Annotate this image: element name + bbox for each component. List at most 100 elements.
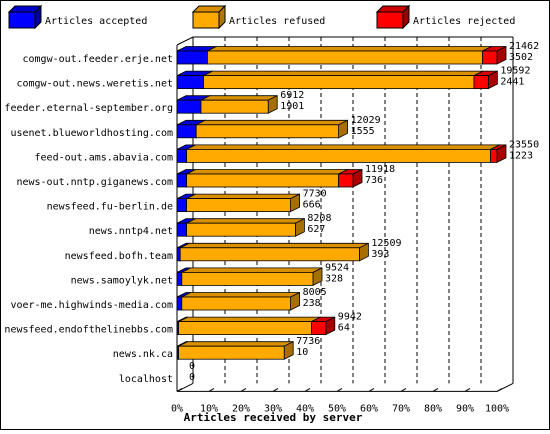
x-tick-mark: [240, 387, 247, 392]
x-tick-label: 30%: [264, 403, 282, 414]
bar-segment-front: [310, 321, 327, 336]
bar-segment: [181, 291, 301, 311]
bar-segment-front: [176, 296, 183, 311]
legend-item-accepted: Articles accepted: [7, 4, 147, 30]
category-label: voer-me.highwinds-media.com: [10, 300, 173, 311]
bar-segment: [310, 316, 336, 336]
x-axis-title: Articles received by server: [184, 411, 363, 424]
bar-segment: [473, 70, 498, 90]
value-label-total: 7736: [296, 336, 320, 347]
x-tick-mark: [272, 387, 279, 392]
value-label-accepted: 238: [303, 298, 321, 309]
bar-segment-front: [186, 198, 292, 213]
value-label-accepted: 1901: [280, 101, 304, 112]
x-tick-label: 10%: [200, 403, 218, 414]
bar-segment: [206, 45, 493, 65]
value-label-accepted: 10: [296, 347, 308, 358]
value-label-total: 21462: [509, 41, 539, 52]
bar-segment: [181, 267, 323, 287]
bar-segment-front: [178, 345, 285, 360]
value-label-accepted: 1555: [351, 126, 375, 137]
value-label-total: 9524: [325, 262, 349, 273]
bar-segment: [338, 168, 363, 188]
value-label-total: 7730: [303, 189, 327, 200]
legend-swatch-rejected: [376, 11, 404, 29]
bar-segment-top: [186, 144, 500, 150]
bar-segment-front: [186, 222, 296, 237]
bar-segment-top: [178, 316, 321, 323]
legend-item-rejected: Articles rejected: [375, 4, 515, 30]
bar-segment: [186, 193, 301, 213]
bar-segment: [203, 70, 484, 90]
legend-label-accepted: Articles accepted: [45, 16, 147, 27]
bar-segment: [490, 144, 507, 164]
category-label: comgw-out.feeder.erje.net: [22, 54, 173, 65]
bars: [176, 45, 507, 360]
bar-segment-front: [176, 99, 202, 114]
value-label-total: 0: [189, 361, 195, 372]
value-label-total: 19592: [500, 66, 530, 77]
x-tick-label: 40%: [296, 403, 314, 414]
category-label: newsfeed.bofh.team: [65, 251, 173, 262]
bar-segment: [179, 242, 369, 262]
bar-segment-top: [196, 119, 348, 126]
x-tick-label: 50%: [328, 403, 346, 414]
bar-segment-top: [200, 95, 278, 101]
bar-segment-front: [176, 222, 187, 237]
bar-segment-front: [176, 50, 208, 65]
category-label: usenet.blueworldhosting.com: [10, 128, 173, 139]
value-label-total: 11918: [365, 164, 395, 175]
bar-segment-front: [203, 75, 475, 89]
bar-segment: [482, 45, 507, 65]
category-label: newsfeed.endofthelinebbs.com: [4, 325, 173, 336]
bar-segment-front: [176, 247, 181, 262]
bar-segment: [186, 218, 305, 237]
legend-label-rejected: Articles rejected: [413, 16, 515, 27]
plot-frame-back-top: [176, 36, 513, 46]
bar-segment: [186, 144, 501, 164]
bar-segment-front: [176, 173, 187, 188]
category-labels: comgw-out.feeder.erje.net comgw-out.news.…: [4, 54, 173, 385]
category-label: news.nk.ca: [113, 349, 173, 360]
bar-segment-front: [178, 321, 312, 336]
value-label-total: 9942: [338, 312, 362, 323]
value-label-accepted: 1223: [509, 150, 533, 161]
bar-segment-front: [179, 247, 360, 262]
x-tick-mark: [400, 387, 407, 392]
bar-segment-front: [195, 124, 339, 139]
x-tick-mark: [208, 387, 215, 392]
bar-segment-front: [338, 173, 354, 188]
x-tick-label: 70%: [392, 403, 410, 414]
bar-segment-front: [176, 75, 204, 89]
category-label: comgw-out.news.weretis.net: [16, 79, 173, 90]
bar-segment-front: [206, 50, 484, 65]
value-label-total: 12029: [351, 115, 381, 126]
legend-item-refused: Articles refused: [191, 4, 325, 30]
bar-segment-top: [178, 341, 294, 347]
bar-segment: [178, 341, 294, 360]
legend-swatch-refused: [192, 11, 220, 29]
value-label-accepted: 2441: [500, 77, 524, 88]
bar-segment-front: [473, 75, 489, 89]
bar-segment-top: [203, 70, 484, 76]
bar-segment: [178, 316, 321, 336]
bar-segment-front: [176, 124, 197, 139]
x-tick-label: 60%: [360, 403, 378, 414]
bar-segment-front: [176, 198, 187, 213]
legend: Articles accepted Articles refused Artic…: [7, 4, 515, 30]
bar-segment-top: [180, 242, 369, 249]
value-label-accepted: 0: [189, 372, 195, 383]
value-label-accepted: 666: [303, 200, 321, 211]
category-label: feed-out.ams.abavia.com: [35, 152, 173, 163]
bar-segment-top: [181, 267, 323, 273]
value-label-total: 8208: [307, 213, 331, 224]
bar-segment: [186, 168, 349, 188]
value-label-total: 23550: [509, 139, 539, 150]
x-tick-mark: [432, 387, 439, 392]
value-label-accepted: 393: [371, 249, 389, 260]
x-tick-label: 80%: [424, 403, 442, 414]
value-label-total: 12509: [371, 238, 401, 249]
